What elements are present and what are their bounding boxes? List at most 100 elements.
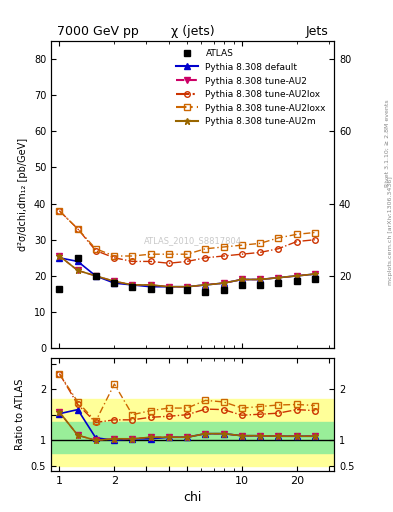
ATLAS <box>258 282 263 288</box>
ATLAS <box>312 276 317 283</box>
Pythia 8.308 tune-AU2lox <box>57 208 62 214</box>
Pythia 8.308 tune-AU2m <box>148 282 153 288</box>
Title: χ (jets): χ (jets) <box>171 26 215 38</box>
Pythia 8.308 default <box>130 282 135 288</box>
Pythia 8.308 tune-AU2m <box>112 278 117 284</box>
Pythia 8.308 tune-AU2lox <box>112 255 117 261</box>
ATLAS <box>93 273 98 279</box>
Line: Pythia 8.308 tune-AU2: Pythia 8.308 tune-AU2 <box>57 253 318 289</box>
Pythia 8.308 tune-AU2m <box>130 282 135 288</box>
Legend: ATLAS, Pythia 8.308 default, Pythia 8.308 tune-AU2, Pythia 8.308 tune-AU2lox, Py: ATLAS, Pythia 8.308 default, Pythia 8.30… <box>172 46 330 130</box>
Pythia 8.308 tune-AU2m <box>167 284 171 290</box>
Pythia 8.308 tune-AU2lox <box>93 247 98 253</box>
Pythia 8.308 default <box>93 273 98 279</box>
Pythia 8.308 tune-AU2m <box>258 276 263 283</box>
Line: ATLAS: ATLAS <box>56 254 318 295</box>
Pythia 8.308 default <box>75 259 80 265</box>
Pythia 8.308 default <box>148 284 153 290</box>
Pythia 8.308 tune-AU2m <box>221 280 226 286</box>
ATLAS <box>57 286 62 292</box>
Line: Pythia 8.308 default: Pythia 8.308 default <box>57 255 318 289</box>
Y-axis label: d²σ/dchi,dm₁₂ [pb/GeV]: d²σ/dchi,dm₁₂ [pb/GeV] <box>18 138 28 251</box>
Pythia 8.308 tune-AU2lox <box>167 260 171 266</box>
ATLAS <box>75 255 80 261</box>
ATLAS <box>239 282 244 288</box>
ATLAS <box>167 287 171 293</box>
Bar <box>51 422 334 453</box>
Pythia 8.308 tune-AU2m <box>185 284 189 290</box>
Pythia 8.308 tune-AU2m <box>312 271 317 277</box>
Pythia 8.308 tune-AU2loxx <box>75 226 80 232</box>
Pythia 8.308 tune-AU2loxx <box>312 229 317 236</box>
ATLAS <box>148 286 153 292</box>
Pythia 8.308 default <box>167 284 171 290</box>
Pythia 8.308 tune-AU2lox <box>75 226 80 232</box>
Pythia 8.308 default <box>203 282 208 288</box>
X-axis label: chi: chi <box>184 492 202 504</box>
Pythia 8.308 tune-AU2 <box>239 276 244 283</box>
Pythia 8.308 tune-AU2loxx <box>112 253 117 259</box>
Pythia 8.308 tune-AU2lox <box>203 255 208 261</box>
Text: Rivet 3.1.10; ≥ 2.8M events: Rivet 3.1.10; ≥ 2.8M events <box>385 99 389 187</box>
Pythia 8.308 tune-AU2loxx <box>276 235 281 241</box>
Pythia 8.308 tune-AU2loxx <box>93 246 98 252</box>
Pythia 8.308 tune-AU2 <box>75 267 80 273</box>
Pythia 8.308 tune-AU2m <box>57 253 62 259</box>
Pythia 8.308 tune-AU2 <box>130 282 135 288</box>
ATLAS <box>130 284 135 290</box>
Pythia 8.308 tune-AU2m <box>276 274 281 281</box>
Text: Jets: Jets <box>306 25 329 38</box>
Pythia 8.308 tune-AU2lox <box>130 259 135 265</box>
Pythia 8.308 tune-AU2m <box>93 273 98 279</box>
Y-axis label: Ratio to ATLAS: Ratio to ATLAS <box>15 379 25 451</box>
Pythia 8.308 default <box>239 276 244 283</box>
Pythia 8.308 default <box>312 271 317 277</box>
Pythia 8.308 tune-AU2loxx <box>167 251 171 257</box>
Pythia 8.308 tune-AU2 <box>258 276 263 283</box>
Pythia 8.308 tune-AU2loxx <box>221 244 226 250</box>
Pythia 8.308 tune-AU2 <box>112 278 117 284</box>
Pythia 8.308 default <box>185 284 189 290</box>
Pythia 8.308 tune-AU2m <box>294 273 299 279</box>
ATLAS <box>276 280 281 286</box>
Pythia 8.308 tune-AU2 <box>203 282 208 288</box>
Text: ATLAS_2010_S8817804: ATLAS_2010_S8817804 <box>143 236 242 245</box>
Pythia 8.308 tune-AU2lox <box>276 246 281 252</box>
ATLAS <box>185 287 189 293</box>
ATLAS <box>203 289 208 295</box>
Pythia 8.308 tune-AU2loxx <box>57 208 62 214</box>
Pythia 8.308 tune-AU2loxx <box>130 253 135 259</box>
Pythia 8.308 tune-AU2 <box>294 273 299 279</box>
Pythia 8.308 tune-AU2loxx <box>185 251 189 257</box>
ATLAS <box>112 280 117 286</box>
Pythia 8.308 tune-AU2lox <box>148 259 153 265</box>
Pythia 8.308 tune-AU2 <box>312 271 317 277</box>
Pythia 8.308 tune-AU2 <box>148 282 153 288</box>
Pythia 8.308 tune-AU2loxx <box>148 251 153 257</box>
Line: Pythia 8.308 tune-AU2m: Pythia 8.308 tune-AU2m <box>56 252 318 290</box>
Pythia 8.308 tune-AU2loxx <box>239 242 244 248</box>
Pythia 8.308 tune-AU2lox <box>221 253 226 259</box>
Pythia 8.308 tune-AU2lox <box>294 239 299 245</box>
Pythia 8.308 tune-AU2lox <box>258 249 263 255</box>
Text: 7000 GeV pp: 7000 GeV pp <box>57 25 138 38</box>
Pythia 8.308 tune-AU2m <box>75 267 80 273</box>
Pythia 8.308 default <box>112 280 117 286</box>
Pythia 8.308 default <box>276 274 281 281</box>
Pythia 8.308 tune-AU2 <box>93 273 98 279</box>
Pythia 8.308 tune-AU2loxx <box>294 231 299 238</box>
Pythia 8.308 default <box>258 276 263 283</box>
Pythia 8.308 tune-AU2loxx <box>203 246 208 252</box>
Pythia 8.308 tune-AU2 <box>185 284 189 290</box>
Pythia 8.308 default <box>294 273 299 279</box>
Line: Pythia 8.308 tune-AU2lox: Pythia 8.308 tune-AU2lox <box>57 208 318 266</box>
Line: Pythia 8.308 tune-AU2loxx: Pythia 8.308 tune-AU2loxx <box>57 208 318 259</box>
Pythia 8.308 tune-AU2loxx <box>258 240 263 246</box>
Pythia 8.308 tune-AU2 <box>57 253 62 259</box>
Pythia 8.308 tune-AU2lox <box>185 259 189 265</box>
ATLAS <box>294 278 299 284</box>
Pythia 8.308 tune-AU2lox <box>312 237 317 243</box>
Pythia 8.308 tune-AU2 <box>276 274 281 281</box>
Pythia 8.308 default <box>57 255 62 261</box>
Pythia 8.308 tune-AU2lox <box>239 251 244 257</box>
